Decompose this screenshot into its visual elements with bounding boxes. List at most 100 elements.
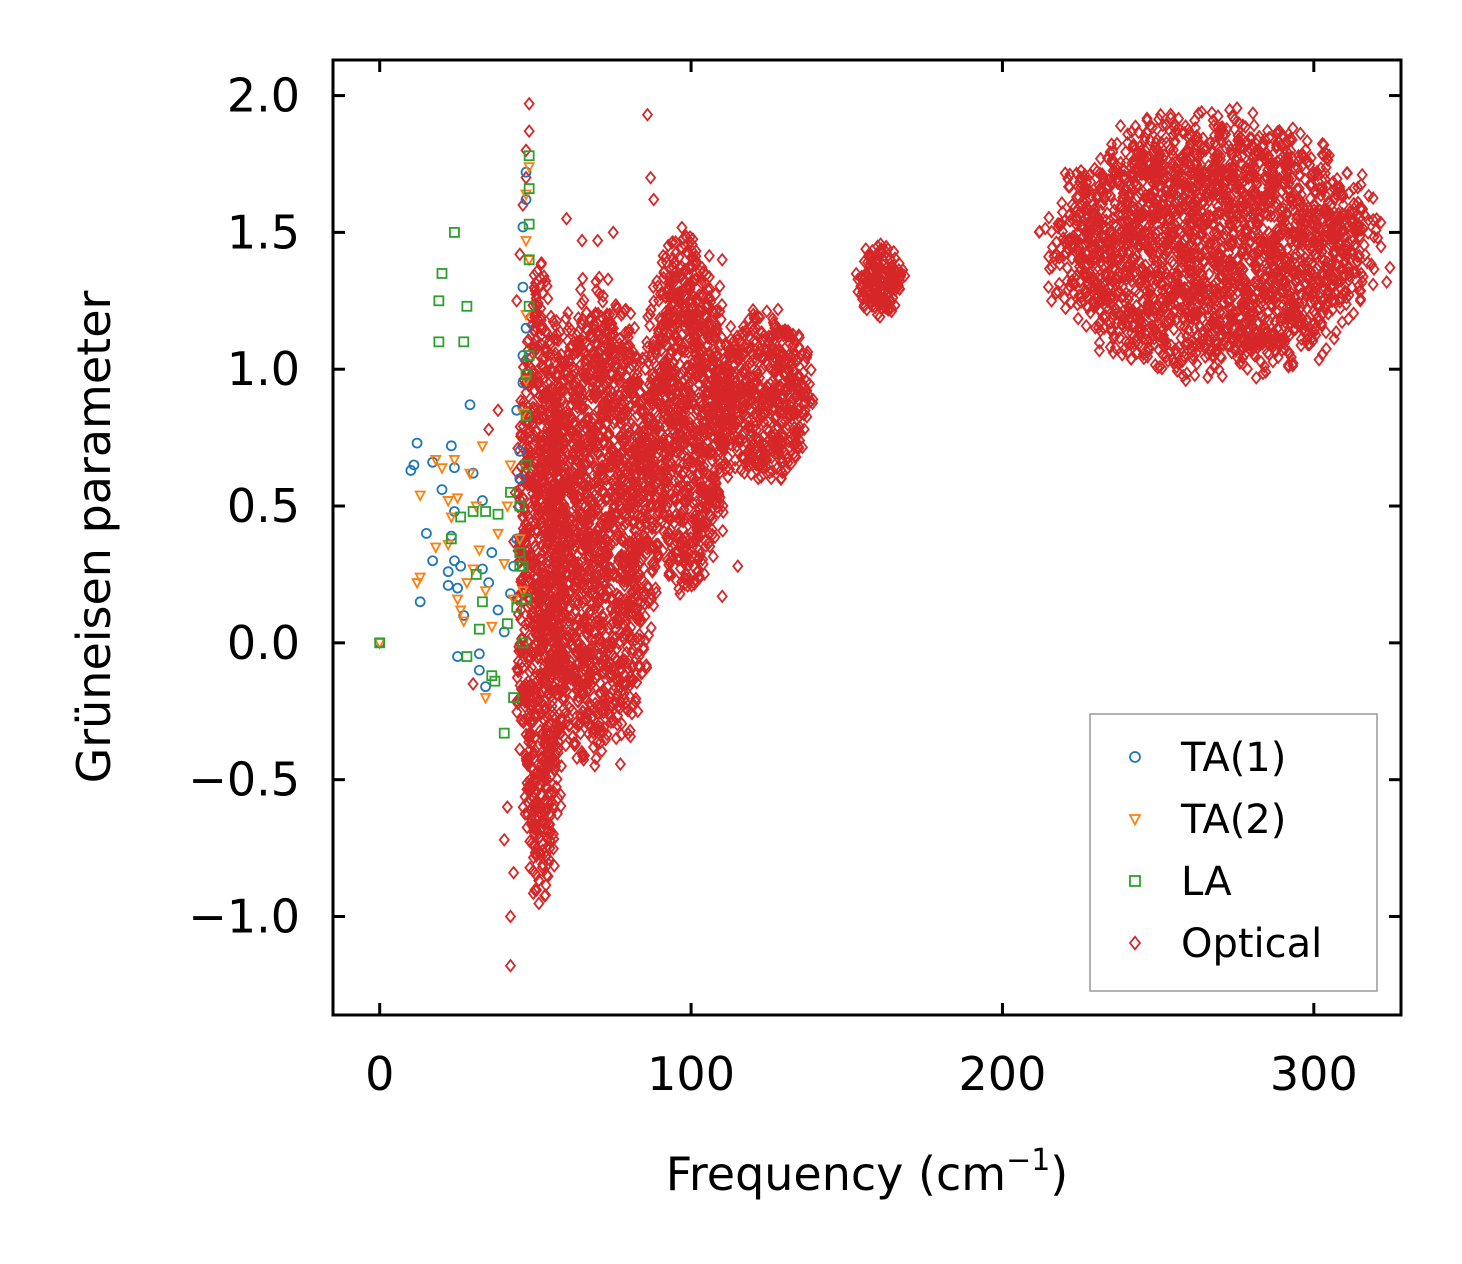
optical-point [624,729,637,744]
optical-point [537,767,549,782]
optical-point [547,732,559,747]
optical-point [539,584,551,599]
optical-point [527,886,539,901]
optical-point [521,782,533,797]
optical-point [520,684,532,699]
optical-point [527,850,540,865]
optical-point [528,579,540,595]
optical-point [535,382,547,397]
optical-point [526,532,538,547]
optical-point [517,800,529,815]
optical-point [596,364,608,379]
optical-point [587,330,599,345]
optical-point [526,759,538,774]
optical-point [515,393,527,408]
optical-point [614,589,626,604]
optical-point [530,581,543,596]
optical-point [517,510,530,525]
optical-point [583,548,595,563]
optical-point [630,691,642,706]
optical-point [533,831,545,846]
optical-point [542,578,554,593]
optical-point [551,332,563,347]
optical-point [542,830,554,845]
optical-point [586,730,598,745]
optical-point [578,748,591,763]
optical-point [540,746,552,761]
optical-point [535,688,547,703]
optical-point [536,675,549,690]
optical-point [526,580,538,595]
optical-point [533,531,546,546]
optical-point [513,644,525,659]
optical-point [522,730,534,745]
optical-point [529,323,541,338]
optical-point [538,269,550,284]
optical-point [530,287,542,302]
optical-point [619,325,632,340]
optical-point [550,779,562,794]
optical-point [540,780,553,795]
optical-point [514,419,526,434]
optical-point [533,873,545,888]
optical-point [539,340,551,355]
optical-point [534,437,547,452]
optical-point [518,622,531,637]
optical-point [509,485,521,500]
optical-point [535,309,547,324]
optical-point [552,741,564,756]
optical-point [520,617,532,632]
optical-point [529,776,542,791]
optical-point [523,352,535,367]
optical-point [533,896,545,911]
optical-point [538,735,551,750]
optical-point [543,852,555,867]
optical-point [526,712,539,727]
optical-point [533,678,545,693]
optical-point [523,521,535,536]
optical-point [612,683,624,698]
optical-point [511,704,523,720]
optical-point [539,753,551,768]
optical-point [530,868,542,883]
optical-point [519,353,531,368]
optical-point [519,503,531,518]
optical-point [612,636,625,651]
optical-point [532,757,544,772]
optical-point [524,684,536,699]
optical-point [576,638,588,654]
optical-point [536,403,548,418]
optical-point [516,661,529,676]
optical-point [541,802,553,818]
optical-point [538,713,551,728]
optical-point [532,591,545,606]
optical-point [531,667,544,683]
optical-point [524,834,536,849]
optical-point [521,756,534,771]
optical-point [521,477,534,492]
optical-point [514,539,527,554]
optical-point [529,471,542,486]
optical-point [552,631,564,646]
optical-point [545,309,557,324]
optical-point [514,742,526,757]
optical-point [523,433,535,448]
optical-point [542,757,554,772]
optical-point [550,737,562,753]
optical-point [597,288,609,303]
optical-point [526,639,538,654]
optical-point [536,367,549,382]
optical-point [549,755,562,770]
optical-point [514,636,526,652]
optical-point [525,645,538,660]
optical-point [528,617,540,632]
optical-point [518,394,530,409]
optical-point [524,860,536,875]
optical-point [538,470,550,485]
optical-point [512,662,524,677]
data-layer [373,96,1396,973]
optical-point [597,622,609,637]
optical-point [518,524,530,539]
optical-point [528,681,540,696]
